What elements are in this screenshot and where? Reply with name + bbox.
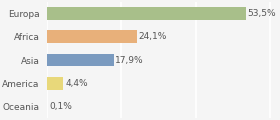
Text: 24,1%: 24,1% (138, 32, 167, 41)
Bar (47, 7, 246, 20)
Bar (47, 54, 114, 66)
Bar (47, 77, 64, 90)
Text: 53,5%: 53,5% (248, 9, 276, 18)
Bar (47, 30, 137, 43)
Bar (47, 100, 48, 113)
Text: 4,4%: 4,4% (65, 79, 88, 88)
Text: 17,9%: 17,9% (115, 55, 144, 65)
Text: 0,1%: 0,1% (49, 102, 72, 111)
